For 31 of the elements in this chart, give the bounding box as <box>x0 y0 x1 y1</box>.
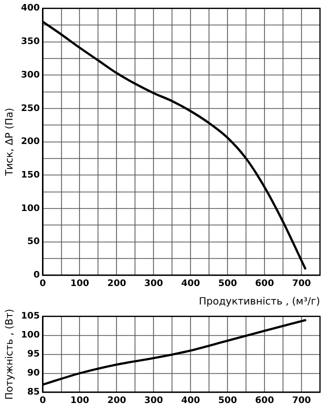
x-tick-label: 600 <box>255 396 274 406</box>
x-tick-label: 700 <box>292 278 311 289</box>
y-tick-label: 85 <box>27 388 40 398</box>
x-tick-label: 600 <box>255 278 274 289</box>
x-axis-title: Продуктивність , (м³/г) <box>198 296 320 308</box>
y-tick-label: 250 <box>20 104 40 114</box>
y-tick-label: 300 <box>20 70 40 80</box>
y-tick-label: 100 <box>20 330 40 341</box>
x-tick-label: 200 <box>107 278 126 289</box>
x-tick-label: 100 <box>70 396 90 406</box>
y-tick-label: 0 <box>34 270 40 281</box>
y-axis-title: Потужність , (Вт) <box>4 308 16 400</box>
y-axis-title: Тиск, ΔP (Па) <box>4 108 16 177</box>
y-tick-label: 100 <box>20 204 40 214</box>
y-tick-label: 95 <box>27 350 40 360</box>
y-tick-label: 50 <box>27 237 40 248</box>
x-tick-label: 200 <box>107 396 126 406</box>
x-tick-label: 400 <box>181 396 200 406</box>
y-tick-label: 200 <box>20 137 40 148</box>
x-tick-label: 500 <box>218 278 237 289</box>
x-tick-label: 300 <box>144 278 164 289</box>
y-tick-label: 90 <box>27 368 40 379</box>
y-tick-label: 400 <box>20 4 40 14</box>
x-tick-label: 100 <box>70 278 90 289</box>
x-tick-label: 500 <box>218 396 237 406</box>
y-tick-label: 350 <box>20 37 40 48</box>
x-tick-label: 700 <box>292 396 311 406</box>
x-tick-label: 300 <box>144 396 164 406</box>
y-tick-label: 105 <box>20 312 40 322</box>
x-tick-label: 400 <box>181 278 200 289</box>
y-tick-label: 150 <box>20 170 40 180</box>
